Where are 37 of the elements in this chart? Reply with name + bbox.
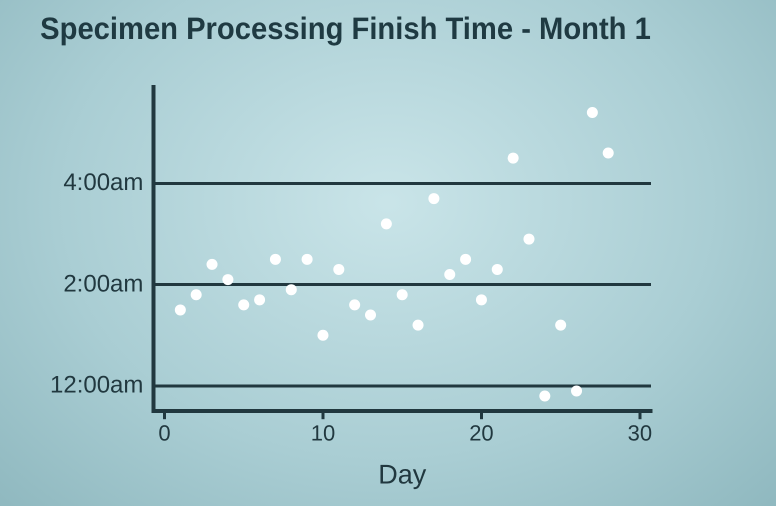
point	[349, 299, 360, 310]
point	[492, 264, 503, 275]
y-tick-label: 12:00am	[50, 372, 144, 399]
x-tick-label: 0	[158, 420, 171, 446]
point	[476, 294, 487, 306]
point	[412, 320, 424, 331]
y-tick-label: 4:00am	[63, 169, 144, 196]
x-axis-title: Day	[378, 459, 427, 490]
point	[333, 264, 344, 275]
point	[254, 294, 266, 306]
point	[190, 289, 202, 300]
point	[602, 148, 614, 159]
point	[286, 284, 297, 296]
point	[555, 320, 566, 331]
point	[365, 310, 376, 321]
x-tick-label: 10	[310, 420, 336, 446]
y-tick-label: 2:00am	[63, 270, 144, 298]
point	[302, 254, 313, 265]
point	[460, 254, 472, 265]
point	[428, 193, 440, 204]
point	[206, 258, 218, 270]
point	[444, 269, 456, 280]
point	[508, 152, 519, 164]
point	[238, 299, 250, 310]
x-tick-label: 20	[469, 420, 494, 446]
point	[396, 289, 408, 300]
point	[222, 274, 234, 286]
point	[586, 107, 598, 118]
point	[523, 234, 534, 245]
x-tick-label: 30	[628, 420, 652, 446]
point	[571, 385, 582, 396]
point	[270, 254, 281, 265]
chart-title: Specimen Processing Finish Time - Month 1	[40, 12, 651, 46]
point	[380, 218, 392, 230]
point	[317, 330, 328, 341]
point	[539, 390, 550, 402]
point	[174, 304, 186, 316]
